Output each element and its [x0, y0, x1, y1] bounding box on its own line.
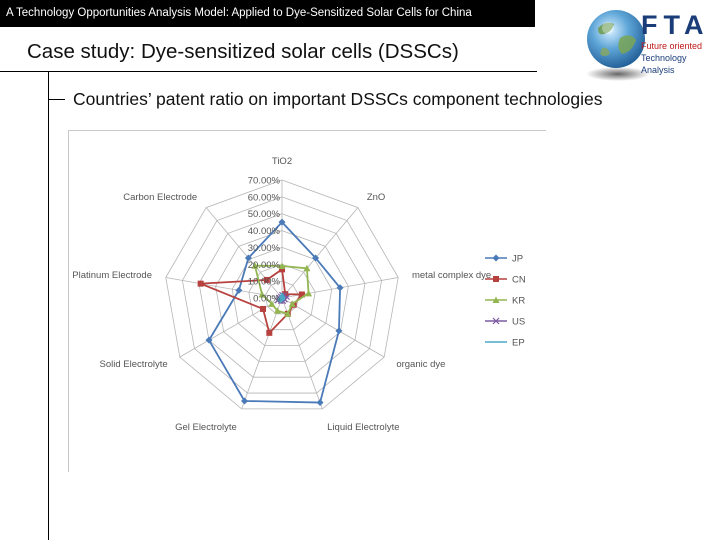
category-label-2: metal complex dye [412, 270, 491, 281]
tick-label-7: 70.00% [248, 176, 281, 187]
radar-spokes [165, 180, 399, 410]
grid-ring-7 [165, 179, 399, 410]
category-label-6: Solid Electrolyte [100, 359, 168, 370]
spoke-6 [179, 297, 283, 358]
legend-marker-US-b [492, 317, 500, 325]
chart-legend: JP CN KR US EP [485, 254, 526, 349]
grid-ring-1 [264, 280, 300, 315]
point-US-4-b [280, 298, 287, 305]
grid-ring-4 [215, 230, 349, 362]
grid-ring-6 [181, 196, 383, 394]
legend-label-JP: JP [512, 254, 523, 265]
logo-line-1-text: Future oriented [641, 41, 703, 51]
globe-logo-icon [586, 10, 650, 81]
logo-line-1: Future oriented [641, 41, 709, 51]
legend-marker-JP [492, 254, 500, 262]
point-CN-0 [279, 266, 285, 273]
legend-label-EP: EP [512, 338, 525, 349]
legend-marker-US [492, 317, 500, 325]
radial-tick-labels: 0.00% 10.00% 20.00% 30.00% 40.00% 50.00% 60.00… [248, 176, 281, 305]
series-line-CN [200, 267, 304, 335]
point-CN-6 [260, 305, 267, 312]
point-KR-8 [251, 262, 259, 269]
point-JP-6 [205, 336, 213, 344]
spoke-3 [281, 297, 385, 358]
spoke-5 [241, 297, 283, 410]
point-EP-8 [279, 295, 283, 299]
radar-grid [165, 179, 399, 410]
point-KR-4 [284, 310, 292, 317]
point-KR-6 [268, 300, 276, 307]
tick-label-3: 30.00% [248, 243, 281, 254]
category-label-0: TiO2 [272, 156, 292, 167]
legend-label-CN: CN [512, 275, 526, 286]
radar-chart: 0.00% 10.00% 20.00% 30.00% 40.00% 50.00% 60.00… [72, 156, 526, 433]
point-KR-1 [303, 264, 311, 272]
point-CN-2 [298, 291, 305, 298]
slide-subtitle: Countries’ patent ratio on important DSS… [73, 89, 603, 109]
point-JP-2 [336, 284, 344, 292]
category-labels: TiO2 ZnO metal complex dye organic dye Liqui… [72, 156, 491, 433]
title-rule [0, 71, 537, 72]
point-KR-5 [273, 307, 281, 314]
point-KR-2 [305, 289, 313, 297]
point-JP-0 [278, 218, 286, 226]
legend-label-US: US [512, 317, 525, 328]
category-label-8: Carbon Electrode [123, 192, 197, 203]
series-line-JP [207, 220, 342, 404]
point-CN-8 [263, 276, 270, 283]
tick-label-5: 50.00% [248, 209, 281, 220]
series-line-KR [253, 264, 310, 315]
tick-label-4: 40.00% [248, 226, 281, 237]
point-JP-4 [316, 399, 324, 407]
legend-label-KR: KR [512, 296, 525, 307]
category-label-5: Gel Electrolyte [175, 422, 237, 433]
spoke-1 [281, 207, 359, 299]
point-JP-5 [241, 397, 249, 405]
tick-label-6: 60.00% [248, 192, 281, 203]
tick-label-2: 20.00% [248, 260, 281, 271]
radar-series [197, 218, 344, 407]
grid-ring-3 [231, 247, 333, 346]
point-CN-5 [266, 329, 273, 336]
point-KR-3 [288, 300, 296, 307]
slide-title: Case study: Dye-sensitized solar cells (… [27, 40, 459, 63]
category-label-3: organic dye [396, 359, 445, 370]
logo-line-2: Technology [641, 53, 687, 63]
category-label-1: ZnO [367, 192, 385, 203]
spoke-8 [205, 207, 283, 299]
logo-text: FTA Future oriented Technology Analysis [641, 10, 710, 76]
grid-ring-2 [248, 263, 316, 331]
point-KR-7 [258, 290, 266, 298]
bullet-tick [48, 99, 65, 100]
legend-marker-KR [492, 296, 500, 303]
point-JP-7 [235, 286, 243, 294]
logo-name: FTA [641, 10, 710, 40]
point-JP-3 [335, 327, 343, 335]
point-CN-7 [197, 280, 204, 287]
grid-ring-5 [198, 213, 366, 378]
logo-line-3: Analysis [641, 65, 675, 75]
left-rule [48, 72, 49, 540]
category-label-4: Liquid Electrolyte [327, 422, 399, 433]
banner: A Technology Opportunities Analysis Mode… [0, 0, 535, 27]
point-KR-0 [278, 262, 286, 269]
category-label-7: Platinum Electrode [72, 270, 152, 281]
legend-marker-CN [493, 276, 499, 282]
tick-label-0: 0.00% [253, 294, 280, 305]
tick-label-1: 10.00% [248, 277, 281, 288]
